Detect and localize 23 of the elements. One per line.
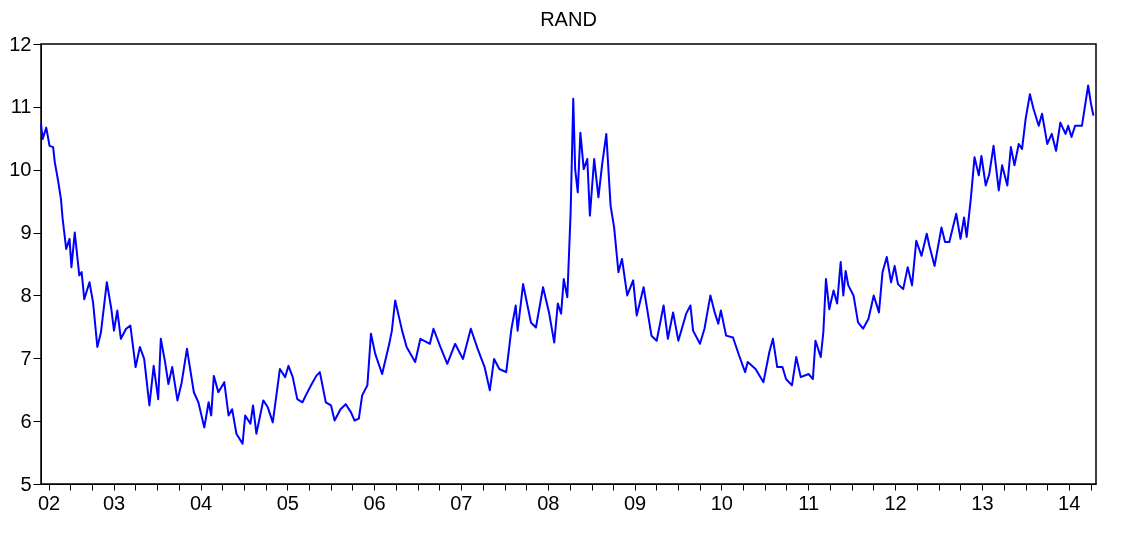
- x-tick-label: 12: [884, 491, 907, 514]
- x-tick-label: 14: [1058, 491, 1081, 514]
- y-tick-label: 9: [20, 221, 32, 244]
- x-tick-label: 06: [363, 491, 386, 514]
- x-tick-label: 13: [971, 491, 994, 514]
- x-tick-label: 03: [102, 491, 126, 514]
- y-tick-label: 11: [10, 95, 32, 118]
- y-tick-label: 10: [9, 158, 32, 181]
- chart-title: RAND: [540, 8, 597, 30]
- x-tick-label: 04: [189, 491, 213, 514]
- x-tick-label: 09: [623, 491, 647, 514]
- line-series: [40, 84, 1095, 445]
- x-tick-label: 11: [798, 491, 819, 514]
- x-tick-label: 05: [276, 491, 299, 514]
- x-tick-label: 10: [710, 491, 733, 514]
- y-tick-label: 12: [9, 32, 32, 55]
- x-tick-label: 08: [537, 491, 560, 514]
- y-tick-label: 8: [20, 283, 32, 306]
- y-tick-label: 7: [20, 346, 32, 369]
- y-tick-label: 6: [20, 409, 32, 432]
- y-tick-label: 5: [20, 472, 32, 495]
- x-tick-label: 07: [450, 491, 473, 514]
- x-tick-label: 02: [37, 491, 61, 514]
